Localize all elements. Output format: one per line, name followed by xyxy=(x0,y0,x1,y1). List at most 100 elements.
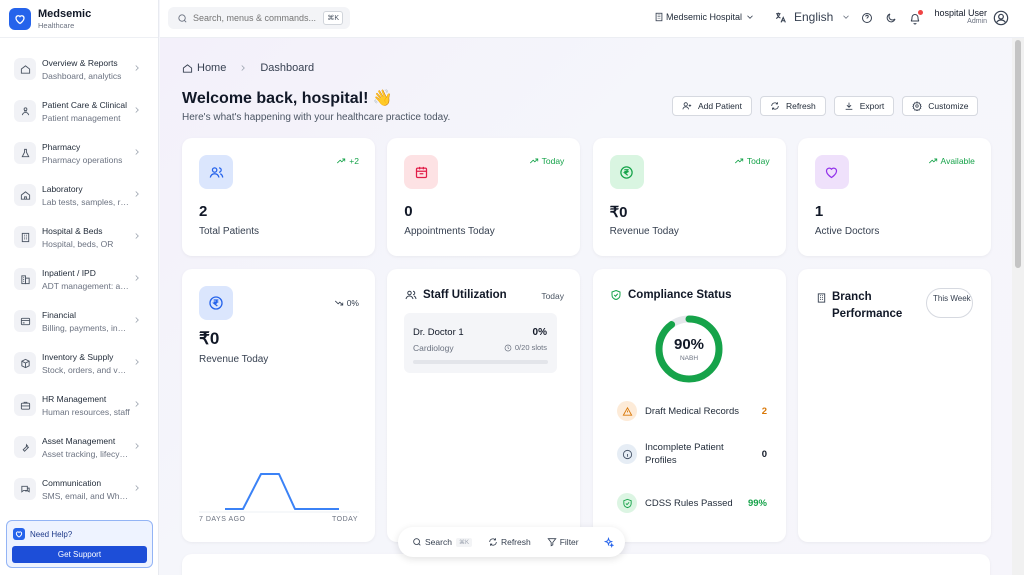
brand-name: Medsemic xyxy=(38,7,92,20)
filter-icon xyxy=(547,538,557,547)
main-content: Home Dashboard Welcome back, hospital! 👋… xyxy=(160,38,1012,575)
sidebar-item-hr-management[interactable]: HR Management Human resources, staff xyxy=(0,384,158,426)
breadcrumb-home[interactable]: Home xyxy=(197,62,227,74)
shield-check-icon xyxy=(617,493,637,513)
float-search-button[interactable]: Search ⌘K xyxy=(412,537,472,547)
stat-card[interactable]: Today ₹0 Revenue Today xyxy=(592,138,786,256)
stat-trend: Today xyxy=(529,156,564,166)
chat-icon xyxy=(14,478,36,500)
stat-label: Total Patients xyxy=(199,226,260,237)
refresh-button[interactable]: Refresh xyxy=(759,96,826,116)
sidebar-item-title: Asset Management xyxy=(42,435,116,446)
trend-up-icon xyxy=(529,158,538,164)
customize-button[interactable]: Customize xyxy=(902,96,979,116)
staff-period: Today xyxy=(541,291,564,301)
add-patient-button[interactable]: Add Patient xyxy=(672,96,752,116)
stat-card[interactable]: +2 2 Total Patients xyxy=(182,138,375,256)
hospital-selector[interactable]: Medsemic Hospital xyxy=(654,12,755,22)
help-box: Need Help? Get Support xyxy=(6,520,153,568)
sidebar-item-pharmacy[interactable]: Pharmacy Pharmacy operations xyxy=(0,132,158,174)
heart-icon xyxy=(814,155,849,189)
sidebar-item-hospital-beds[interactable]: Hospital & Beds Hospital, beds, OR xyxy=(0,216,158,258)
help-circle-icon[interactable] xyxy=(861,12,873,24)
compliance-row[interactable]: CDSS Rules Passed 99% xyxy=(617,493,767,513)
trend-up-icon xyxy=(337,158,346,164)
building-icon xyxy=(14,226,36,248)
get-support-button[interactable]: Get Support xyxy=(12,546,147,563)
utilization-bar xyxy=(413,360,548,364)
user-role: Admin xyxy=(967,18,987,25)
sidebar-item-inpatient-ipd[interactable]: Inpatient / IPD ADT management: admission… xyxy=(0,258,158,300)
global-search[interactable]: ⌘K xyxy=(168,7,350,29)
compliance-row-label: Incomplete Patient Profiles xyxy=(645,442,724,466)
compliance-score: 90% xyxy=(673,336,705,353)
sidebar-item-subtitle: Lab tests, samples, results xyxy=(42,196,130,207)
notifications-button[interactable] xyxy=(909,10,923,30)
scroll-thumb[interactable] xyxy=(1015,40,1021,268)
doctor-utilization: 0% xyxy=(532,327,547,338)
sidebar-item-subtitle: Dashboard, analytics xyxy=(42,70,122,81)
sidebar-item-title: Financial xyxy=(42,309,77,320)
stat-label: Appointments Today xyxy=(404,226,495,237)
trend-up-icon xyxy=(928,158,937,164)
revenue-trend-value: 0% xyxy=(346,298,359,308)
calendar-icon xyxy=(404,155,439,189)
sidebar-item-overview-reports[interactable]: Overview & Reports Dashboard, analytics xyxy=(0,48,158,90)
export-label: Export xyxy=(859,101,885,111)
building-icon xyxy=(817,293,826,303)
users-icon xyxy=(405,290,417,300)
rupee-icon xyxy=(609,155,644,189)
search-input[interactable] xyxy=(193,13,323,23)
language-label: English xyxy=(794,10,834,24)
sidebar-item-laboratory[interactable]: Laboratory Lab tests, samples, results xyxy=(0,174,158,216)
compliance-row[interactable]: Incomplete Patient Profiles 0 xyxy=(617,441,767,467)
sidebar-item-title: Inpatient / IPD xyxy=(42,267,96,278)
doctor-name: Dr. Doctor 1 xyxy=(413,327,464,338)
export-button[interactable]: Export xyxy=(833,96,895,116)
download-icon xyxy=(845,102,853,110)
language-selector[interactable]: English xyxy=(774,10,851,24)
stat-value: ₹0 xyxy=(609,204,628,221)
trend-up-icon xyxy=(734,158,744,164)
chart-end-label: TODAY xyxy=(332,516,358,523)
sidebar-item-patient-care-clinical[interactable]: Patient Care & Clinical Patient managemen… xyxy=(0,90,158,132)
branch-period-select[interactable]: This Week xyxy=(926,288,973,318)
stat-trend-value: Available xyxy=(940,156,975,166)
stat-label: Revenue Today xyxy=(609,226,679,237)
sidebar-item-communication[interactable]: Communication SMS, email, and WhatsApp xyxy=(0,468,158,510)
compliance-score-label: NABH xyxy=(679,355,699,362)
brand[interactable]: Medsemic Healthcare xyxy=(0,0,158,38)
trend-down-icon xyxy=(334,300,343,306)
sidebar-item-inventory-supply[interactable]: Inventory & Supply Stock, orders, and ven… xyxy=(0,342,158,384)
box-icon xyxy=(14,352,36,374)
float-filter-button[interactable]: Filter xyxy=(547,537,579,547)
action-toolbar: Add Patient Refresh Export Customize xyxy=(672,96,986,116)
sidebar-item-asset-management[interactable]: Asset Management Asset tracking, lifecycl… xyxy=(0,426,158,468)
chevron-right-icon xyxy=(135,65,139,71)
revenue-sparkline xyxy=(199,473,359,513)
chevron-right-icon xyxy=(135,317,139,323)
scrollbar[interactable] xyxy=(1012,38,1024,575)
chevron-right-icon xyxy=(241,65,246,71)
user-avatar-icon[interactable] xyxy=(993,10,1009,26)
stat-card[interactable]: Available 1 Active Doctors xyxy=(797,138,991,256)
add-patient-label: Add Patient xyxy=(698,101,742,111)
chevron-right-icon xyxy=(135,359,139,365)
customize-label: Customize xyxy=(928,101,969,111)
compliance-row[interactable]: Draft Medical Records 2 xyxy=(617,401,767,421)
user-menu[interactable]: hospital User Admin xyxy=(933,8,987,25)
float-refresh-label: Refresh xyxy=(500,537,531,547)
stat-value: 2 xyxy=(199,203,208,220)
floating-toolbar: Search ⌘K Refresh Filter xyxy=(398,527,625,557)
sidebar-item-financial[interactable]: Financial Billing, payments, insurance xyxy=(0,300,158,342)
shield-check-icon xyxy=(611,289,621,301)
stat-card[interactable]: Today 0 Appointments Today xyxy=(387,138,581,256)
staff-row[interactable]: Dr. Doctor 1 0% Cardiology 0/20 slots xyxy=(404,313,557,373)
stat-trend-value: Today xyxy=(746,156,770,166)
brand-sub: Healthcare xyxy=(38,20,75,30)
moon-icon[interactable] xyxy=(885,12,897,24)
hospital-name: Medsemic Hospital xyxy=(666,12,743,22)
float-refresh-button[interactable]: Refresh xyxy=(488,537,531,547)
stat-label: Active Doctors xyxy=(814,226,880,237)
sparkle-icon[interactable] xyxy=(603,536,614,548)
